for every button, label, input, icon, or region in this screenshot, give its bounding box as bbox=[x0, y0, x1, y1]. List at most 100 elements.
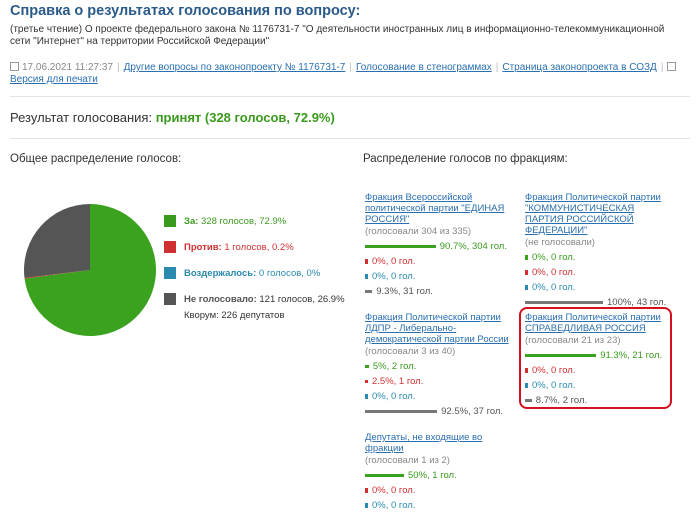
legend-swatch bbox=[164, 293, 176, 305]
faction-name-link[interactable]: Фракция Всероссийской политической парти… bbox=[365, 192, 505, 225]
vote-bar bbox=[525, 300, 603, 304]
faction-vote-row: 8.7%, 2 гол. bbox=[525, 395, 670, 410]
faction-block: Фракция Политической партии СПРАВЕДЛИВАЯ… bbox=[525, 312, 670, 410]
vote-bar bbox=[365, 409, 438, 413]
legend-value: 328 голосов, 72.9% bbox=[201, 216, 287, 227]
page-title: Справка о результатах голосования по воп… bbox=[10, 3, 361, 19]
faction-vote-row: 100%, 43 гол. bbox=[525, 297, 675, 312]
faction-vote-row: 92.5%, 37 гол. bbox=[365, 406, 515, 421]
vote-value: 90.7%, 304 гол. bbox=[439, 241, 507, 252]
vote-value: 2.5%, 1 гол. bbox=[372, 376, 424, 387]
vote-marker bbox=[525, 367, 528, 373]
bill-description: (третье чтение) О проекте федерального з… bbox=[10, 24, 665, 47]
vote-value: 8.7%, 2 гол. bbox=[535, 395, 588, 406]
pie-slice-2 bbox=[24, 270, 90, 279]
legend-value: 1 голосов, 0.2% bbox=[224, 242, 294, 253]
vote-value: 92.5%, 37 гол. bbox=[441, 406, 504, 417]
vote-bar bbox=[365, 364, 369, 368]
faction-name-link[interactable]: Фракция Политической партии СПРАВЕДЛИВАЯ… bbox=[525, 312, 661, 334]
faction-name-link[interactable]: Депутаты, не входящие во фракции bbox=[365, 432, 483, 454]
vote-marker bbox=[365, 273, 368, 279]
vote-marker bbox=[525, 284, 528, 290]
pie-slice-1 bbox=[24, 204, 156, 336]
legend-value: 121 голосов, 26.9% bbox=[259, 294, 345, 305]
print-version-link[interactable]: Версия для печати bbox=[10, 74, 98, 85]
faction-vote-row: 0%, 0 гол. bbox=[525, 380, 670, 395]
vote-marker bbox=[365, 502, 368, 508]
vote-bar bbox=[525, 398, 532, 402]
vote-marker bbox=[365, 487, 368, 493]
faction-block: Депутаты, не входящие во фракции (голосов… bbox=[365, 432, 515, 515]
vote-value: 0%, 0 гол. bbox=[372, 500, 416, 511]
faction-vote-row: 50%, 1 гол. bbox=[365, 470, 515, 485]
other-questions-link[interactable]: Другие вопросы по законопроекту № 117673… bbox=[123, 62, 346, 73]
vote-value: 0%, 0 гол. bbox=[372, 271, 416, 282]
vote-value: 0%, 0 гол. bbox=[532, 365, 576, 376]
vote-bar bbox=[365, 473, 404, 477]
faction-vote-row: 0%, 0 гол. bbox=[365, 391, 515, 406]
legend-swatch bbox=[164, 241, 176, 253]
vote-value: 0%, 0 гол. bbox=[532, 380, 576, 391]
vote-result-label: Результат голосования: bbox=[10, 110, 153, 125]
vote-value: 0%, 0 гол. bbox=[372, 485, 416, 496]
vote-value: 0%, 0 гол. bbox=[372, 256, 416, 267]
highlight-box bbox=[519, 307, 672, 409]
faction-name-link[interactable]: Фракция Политической партии "КОММУНИСТИЧ… bbox=[525, 192, 661, 236]
vote-value: 91.3%, 21 гол. bbox=[600, 350, 663, 361]
faction-vote-row: 9.3%, 31 гол. bbox=[365, 286, 515, 301]
vote-value: 0%, 0 гол. bbox=[532, 267, 576, 278]
vote-value: 100%, 43 гол. bbox=[607, 297, 667, 308]
faction-name-link[interactable]: Фракция Политической партии ЛДПР - Либер… bbox=[365, 312, 509, 345]
vote-value: 5%, 2 гол. bbox=[372, 361, 417, 372]
faction-participation: (не голосовали) bbox=[525, 237, 595, 248]
faction-vote-row: 0%, 0 гол. bbox=[365, 485, 515, 500]
legend-swatch bbox=[164, 215, 176, 227]
vote-marker bbox=[365, 393, 368, 399]
vote-bar bbox=[525, 353, 597, 357]
faction-participation: (голосовали 1 из 2) bbox=[365, 455, 450, 466]
vote-value: 0%, 0 гол. bbox=[532, 282, 576, 293]
meta-bar: 17.06.2021 11:27:37 | Другие вопросы по за… bbox=[10, 62, 690, 86]
faction-participation: (голосовали 3 из 40) bbox=[365, 346, 456, 357]
quorum-text: Кворум: 226 депутатов bbox=[184, 310, 285, 321]
factions-heading: Распределение голосов по фракциям: bbox=[363, 153, 568, 165]
legend-label: За: bbox=[184, 216, 202, 227]
vote-marker bbox=[365, 258, 368, 264]
legend-label: Не голосовало: bbox=[184, 294, 260, 305]
faction-vote-row: 0%, 0 гол. bbox=[525, 252, 675, 267]
vote-bar bbox=[365, 244, 436, 248]
calendar-icon bbox=[10, 62, 19, 71]
faction-vote-row: 0%, 0 гол. bbox=[365, 271, 515, 286]
printer-icon bbox=[667, 62, 677, 71]
vote-result-value: принят (328 голосов, 72.9%) bbox=[155, 110, 335, 125]
vote-value: 9.3%, 31 гол. bbox=[376, 286, 433, 297]
overall-heading: Общее распределение голосов: bbox=[10, 153, 182, 165]
faction-vote-row: 5%, 2 гол. bbox=[365, 361, 515, 376]
faction-vote-row: 2.5%, 1 гол. bbox=[365, 376, 515, 391]
faction-vote-row: 0%, 0 гол. bbox=[365, 500, 515, 515]
transcripts-link[interactable]: Голосование в стенограммах bbox=[355, 62, 492, 73]
legend-label: Воздержалось: bbox=[184, 268, 259, 279]
faction-vote-row: 0%, 0 гол. bbox=[525, 365, 670, 380]
faction-vote-row: 0%, 0 гол. bbox=[365, 256, 515, 271]
sozd-page-link[interactable]: Страница законопроекта в СОЗД bbox=[502, 62, 657, 73]
vote-result: Результат голосования: принят (328 голос… bbox=[10, 110, 335, 125]
vote-marker bbox=[525, 269, 528, 275]
vote-value: 0%, 0 гол. bbox=[372, 391, 416, 402]
vote-bar bbox=[365, 289, 373, 293]
legend-label: Против: bbox=[184, 242, 225, 253]
divider bbox=[10, 138, 690, 139]
faction-participation: (голосовали 304 из 335) bbox=[365, 226, 472, 237]
faction-vote-row: 91.3%, 21 гол. bbox=[525, 350, 670, 365]
faction-block: Фракция Политической партии ЛДПР - Либер… bbox=[365, 312, 515, 421]
vote-marker bbox=[525, 254, 528, 260]
faction-vote-row: 0%, 0 гол. bbox=[525, 267, 675, 282]
faction-block: Фракция Политической партии "КОММУНИСТИЧ… bbox=[525, 192, 675, 312]
vote-value: 50%, 1 гол. bbox=[408, 470, 457, 481]
faction-vote-row: 0%, 0 гол. bbox=[525, 282, 675, 297]
vote-timestamp: 17.06.2021 11:27:37 bbox=[22, 62, 114, 73]
divider bbox=[10, 96, 690, 97]
faction-vote-row: 90.7%, 304 гол. bbox=[365, 241, 515, 256]
vote-value: 0%, 0 гол. bbox=[532, 252, 576, 263]
vote-marker bbox=[525, 382, 528, 388]
